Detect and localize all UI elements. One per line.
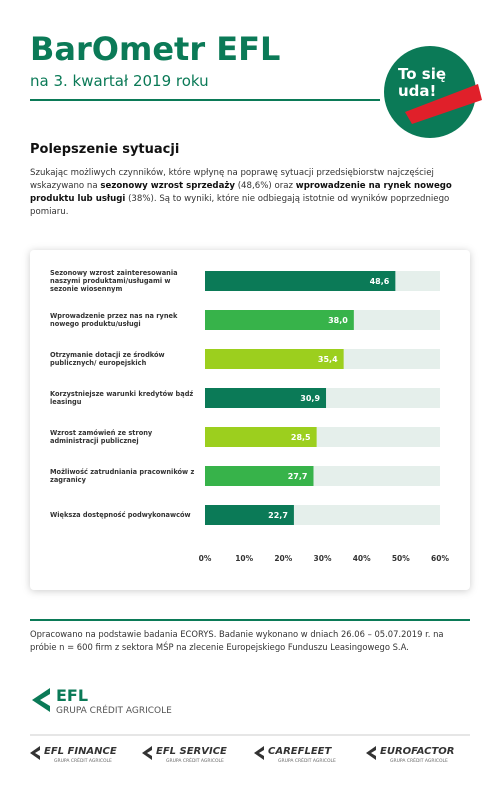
logo-name: EFL SERVICE xyxy=(156,746,227,757)
badge-ribbon xyxy=(405,84,482,124)
logo-sub: GRUPA CRÉDIT AGRICOLE xyxy=(278,759,336,764)
value-label: 27,7 xyxy=(288,472,308,481)
logo-sub: GRUPA CRÉDIT AGRICOLE xyxy=(390,759,448,764)
value-label: 48,6 xyxy=(370,277,390,286)
main-logo: EFL xyxy=(56,686,89,705)
bar xyxy=(205,271,396,291)
bar xyxy=(205,466,314,486)
category-label: Sezonowy wzrost zainteresowania naszymi … xyxy=(50,268,178,294)
category-label: Większa dostępność podwykonawców xyxy=(50,510,191,519)
ca-icon xyxy=(32,688,50,712)
category-label: Możliwość zatrudniania pracowników z zag… xyxy=(50,467,195,484)
category-label: Korzystniejsze warunki kredytów bądź lea… xyxy=(50,389,194,406)
text: (48,6%) oraz xyxy=(234,180,296,191)
badge-text: To się uda! xyxy=(398,65,447,101)
x-tick-label: 60% xyxy=(431,554,449,563)
chart-card xyxy=(30,250,470,590)
bar xyxy=(205,388,327,408)
logo-icon xyxy=(254,746,264,760)
logo-icon xyxy=(30,746,40,760)
subtitle: na 3. kwartał 2019 roku xyxy=(30,72,209,90)
text: (38%). Są to wyniki, które nie odbiegają… xyxy=(30,193,450,217)
value-label: 38,0 xyxy=(328,316,348,325)
value-label: 30,9 xyxy=(300,394,320,403)
x-tick-label: 40% xyxy=(353,554,371,563)
chart: 48,6 38,0 35,4 30,9 28,5 27,7 22,7 0% 10% 20% 30% 4… xyxy=(199,271,449,563)
logo-name: CAREFLEET xyxy=(268,746,332,757)
value-label: 28,5 xyxy=(291,433,311,442)
logo-sub: GRUPA CRÉDIT AGRICOLE xyxy=(166,759,224,764)
footnote: Opracowano na podstawie badania ECORYS. … xyxy=(30,629,444,653)
value-label: 22,7 xyxy=(268,511,288,520)
bar xyxy=(205,427,317,447)
x-tick-label: 0% xyxy=(199,554,212,563)
category-label: Wprowadzenie przez nas na rynek nowego p… xyxy=(50,311,178,328)
text: Szukając możliwych czynników, które wpły… xyxy=(30,168,434,191)
category-label: Wzrost zamówień ze strony administracji … xyxy=(50,428,153,445)
x-tick-label: 30% xyxy=(314,554,332,563)
bold-text: sezonowy wzrost sprzedaży xyxy=(100,180,235,191)
x-tick-label: 10% xyxy=(235,554,253,563)
category-label: Otrzymanie dotacji ze środków publicznyc… xyxy=(50,350,165,367)
logo-icon xyxy=(366,746,376,760)
bar xyxy=(205,505,294,525)
value-label: 35,4 xyxy=(318,355,338,364)
section-title: Polepszenie sytuacji xyxy=(30,142,180,157)
bold-text: wprowadzenie na rynek nowego produktu lu… xyxy=(30,180,452,204)
paragraph: Szukając możliwych czynników, które wpły… xyxy=(30,167,460,219)
bar xyxy=(205,310,354,330)
x-tick-label: 50% xyxy=(392,554,410,563)
main-logo-sub: GRUPA CRÉDIT AGRICOLE xyxy=(56,706,172,716)
title: BarOmetr EFL xyxy=(30,30,281,68)
logo-name: EFL FINANCE xyxy=(44,746,117,757)
bar xyxy=(205,349,344,369)
logo-sub: GRUPA CRÉDIT AGRICOLE xyxy=(54,759,112,764)
x-tick-label: 20% xyxy=(274,554,292,563)
logo-icon xyxy=(142,746,152,760)
logo-name: EUROFACTOR xyxy=(380,746,455,757)
